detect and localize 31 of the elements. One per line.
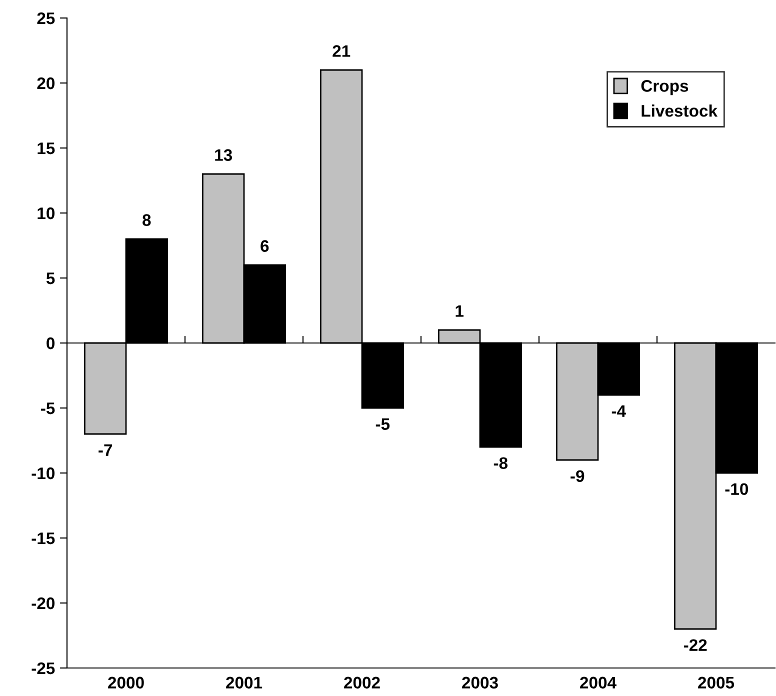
x-tick-label: 2000 (108, 676, 144, 689)
x-tick-label: 2002 (344, 676, 380, 689)
data-label: 8 (142, 214, 151, 226)
x-tick-label: 2004 (580, 676, 616, 689)
data-label: -9 (570, 470, 584, 482)
legend-label: Crops (641, 80, 688, 96)
y-tick-label: 20 (37, 77, 55, 90)
y-tick-label: -25 (32, 662, 55, 674)
data-label: -8 (494, 457, 508, 469)
legend-label: Livestock (642, 104, 718, 117)
y-tick-label: -20 (32, 597, 55, 610)
data-label: -7 (98, 444, 112, 456)
data-label: -22 (684, 639, 707, 651)
data-label: -4 (612, 405, 626, 417)
data-label: 13 (215, 149, 232, 161)
y-tick-label: -10 (32, 467, 55, 480)
y-tick-label: 15 (38, 142, 55, 154)
x-tick-label: 2005 (698, 676, 734, 689)
y-tick-label: -15 (32, 532, 55, 544)
data-label: -5 (376, 418, 390, 430)
x-tick-label: 2003 (462, 676, 498, 689)
data-label: -10 (725, 483, 748, 495)
y-tick-label: 5 (46, 272, 55, 284)
data-label: 1 (456, 305, 464, 317)
x-tick-label: 2001 (226, 676, 262, 689)
y-tick-label: 0 (46, 337, 55, 350)
y-tick-label: 25 (37, 12, 55, 24)
data-label: 6 (260, 240, 269, 252)
y-tick-label: -5 (41, 402, 55, 414)
y-tick-label: 10 (38, 207, 55, 220)
data-label: 21 (332, 45, 350, 57)
